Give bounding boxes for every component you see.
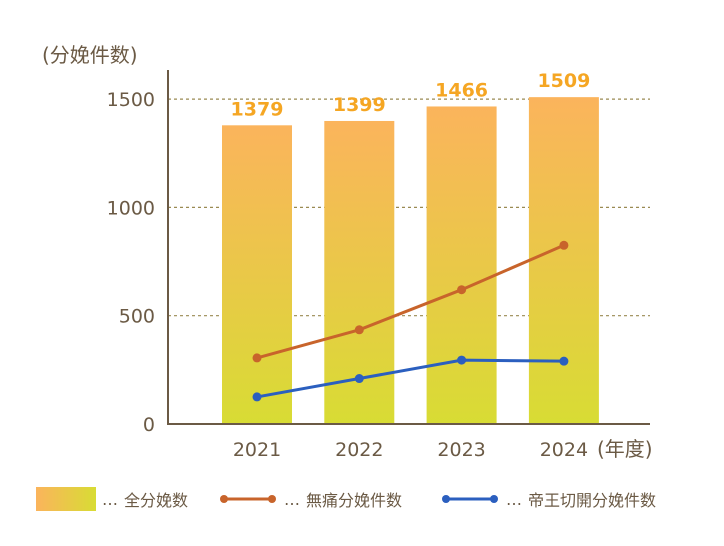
legend-prefix: …	[506, 489, 522, 509]
legend: … 全分娩数 … 無痛分娩件数 … 帝王切開分娩件数	[0, 482, 724, 516]
series-point	[252, 392, 262, 402]
series-point	[457, 285, 467, 295]
bar-data-label: 1379	[231, 98, 284, 120]
x-axis-unit-label: (年度)	[597, 437, 653, 461]
legend-swatch-bar	[36, 487, 96, 511]
y-tick-label: 1000	[107, 197, 155, 219]
series-point	[354, 374, 364, 384]
legend-swatch-cesarean-line	[442, 495, 498, 503]
legend-item-cesarean: … 帝王切開分娩件数	[440, 482, 656, 516]
series-point	[457, 355, 467, 365]
bar-data-label: 1509	[537, 70, 590, 92]
x-tick-label: 2023	[437, 439, 485, 461]
chart: 0 500 1000 1500 2021 2022 2023 2024 1379 1399 1466…	[42, 43, 653, 461]
x-tick-label: 2024	[540, 439, 588, 461]
bar	[528, 97, 599, 424]
bar	[222, 125, 292, 425]
series-point	[354, 325, 364, 335]
legend-label-epidural: 無痛分娩件数	[306, 491, 403, 510]
x-tick-label: 2022	[335, 439, 383, 461]
legend-label-total: 全分娩数	[124, 491, 189, 510]
series-point	[559, 240, 569, 250]
legend-swatch-epidural-line	[220, 495, 276, 503]
bar	[426, 106, 497, 424]
legend-label-cesarean: 帝王切開分娩件数	[528, 491, 657, 510]
series-point	[559, 356, 569, 366]
x-tick-label: 2021	[233, 439, 281, 461]
bar-data-label: 1466	[435, 79, 488, 101]
bar-data-label: 1399	[333, 94, 386, 116]
legend-item-total: … 全分娩数	[36, 482, 188, 516]
series-line	[256, 358, 564, 399]
y-tick-label: 500	[119, 306, 155, 328]
legend-prefix: …	[284, 489, 300, 509]
series-point	[252, 353, 262, 363]
legend-prefix: …	[102, 489, 118, 509]
y-axis-unit-label: (分娩件数)	[42, 43, 138, 67]
series-line	[256, 243, 565, 360]
y-tick-label: 1500	[107, 89, 155, 111]
y-tick-label: 0	[143, 414, 155, 436]
legend-item-epidural: … 無痛分娩件数	[218, 482, 402, 516]
